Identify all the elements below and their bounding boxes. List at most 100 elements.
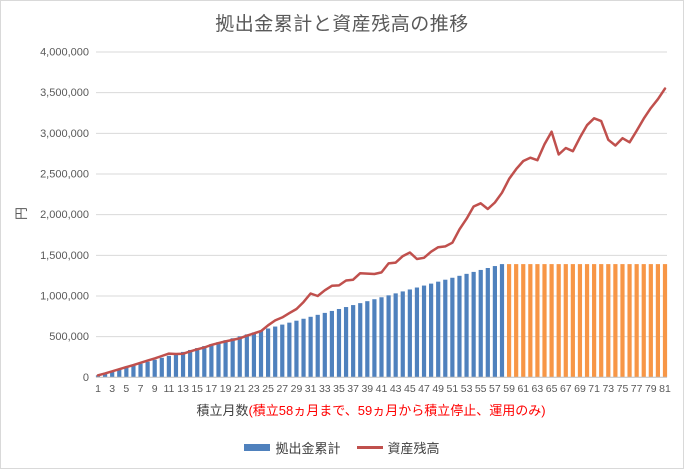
y-tick-label: 500,000 [49,331,89,343]
bar-month-32 [315,314,320,378]
bar-month-54 [471,271,476,378]
bar-month-5 [124,367,129,378]
x-tick-label: 77 [631,383,643,395]
x-tick-label: 69 [574,383,586,395]
bar-month-16 [202,346,207,378]
bar-month-28 [287,322,292,378]
legend-item-balance[interactable]: 資産残高 [356,438,440,457]
bar-month-20 [230,338,235,378]
bar-month-47 [421,285,427,378]
legend-item-contributions[interactable]: 拠出金累計 [244,438,341,457]
bar-month-74 [613,264,618,378]
bar-month-73 [606,264,611,378]
y-tick-label: 0 [83,372,89,384]
bar-month-15 [195,348,200,378]
y-tick-labels: 0 500,000 1,000,000 1,500,000 2,000,000 2,500… [40,47,89,384]
bar-month-58 [499,264,505,378]
bar-month-29 [294,320,299,378]
bar-month-21 [237,336,242,378]
legend: 拠出金累計 資産残高 [1,438,683,457]
bar-month-6 [131,365,136,378]
bar-month-56 [485,268,490,378]
x-tick-label: 63 [532,383,544,395]
x-tick-label: 17 [206,383,218,395]
x-tick-label: 65 [546,383,558,395]
bar-month-64 [542,264,547,378]
y-tick-label: 3,500,000 [40,87,89,99]
bar-month-41 [379,297,384,378]
x-tick-label: 73 [602,383,614,395]
y-tick-label: 4,000,000 [40,47,89,59]
x-tick-label: 27 [276,383,288,395]
bar-month-34 [329,310,334,378]
bar-month-75 [620,264,625,378]
bar-month-69 [577,264,583,378]
bar-month-62 [528,264,533,378]
bar-month-30 [301,318,306,378]
y-tick-label: 1,000,000 [40,291,89,303]
x-tick-label: 29 [291,383,303,395]
bar-month-79 [648,264,653,378]
x-tick-label: 21 [234,383,246,395]
bar-month-60 [514,264,519,378]
bar-month-57 [492,266,497,378]
bar-month-17 [209,344,214,378]
bar-month-27 [280,324,285,378]
bar-month-81 [662,264,668,378]
bar-month-4 [117,369,122,378]
x-tick-label: 45 [404,383,416,395]
x-tick-label: 51 [447,383,459,395]
bar-month-49 [436,281,441,378]
bar-month-80 [655,264,661,378]
x-tick-label: 11 [163,383,174,395]
x-tick-label: 31 [305,383,317,395]
bar-month-53 [464,273,469,378]
x-tick-label: 75 [617,383,629,395]
x-tick-label: 33 [319,383,331,395]
y-tick-label: 3,000,000 [40,128,89,140]
bar-month-70 [584,264,590,378]
bar-month-65 [549,264,554,378]
bar-month-36 [343,307,349,378]
x-tick-label: 79 [645,383,657,395]
bar-month-26 [273,326,278,378]
x-tick-label: 55 [475,383,487,395]
x-tick-label: 67 [560,383,572,395]
bar-month-2 [102,373,108,378]
bar-month-24 [258,330,264,378]
bar-month-71 [592,264,597,378]
bar-month-48 [429,283,434,378]
bar-month-22 [244,334,249,378]
legend-contributions-label: 拠出金累計 [275,441,341,456]
bar-month-13 [180,351,186,378]
bar-month-45 [407,289,412,378]
bar-month-35 [336,308,342,378]
bar-month-40 [372,299,377,378]
y-tick-label: 1,500,000 [40,250,89,262]
bar-month-38 [358,303,363,378]
x-tick-label: 71 [588,383,600,395]
bar-month-7 [138,363,143,378]
x-tick-label: 1 [95,383,101,395]
bar-month-50 [443,279,448,378]
x-axis-title: 積立月数(積立58ヵ月まで、59ヵ月から積立停止、運用のみ) [61,400,681,419]
bar-month-77 [634,264,639,378]
x-tick-label: 59 [503,383,515,395]
x-tick-label: 15 [191,383,203,395]
bar-month-68 [570,264,575,378]
bars-series [95,264,668,378]
bar-month-9 [152,359,157,378]
bar-month-52 [457,275,462,378]
x-tick-label: 35 [333,383,345,395]
bar-month-76 [627,264,632,378]
x-tick-label: 41 [376,383,388,395]
x-tick-label: 3 [109,383,115,395]
legend-bar-swatch-icon [244,444,271,451]
bar-month-43 [393,293,398,378]
x-tick-labels: 1 3 5 7 9 11 13 15 17 19 21 23 25 27 29 31 33 35 37 39 41 43 4… [95,383,671,395]
bar-month-19 [223,340,228,378]
bar-month-12 [173,353,179,378]
x-axis-title-main: 積立月数 [196,403,249,418]
x-tick-label: 53 [461,383,473,395]
